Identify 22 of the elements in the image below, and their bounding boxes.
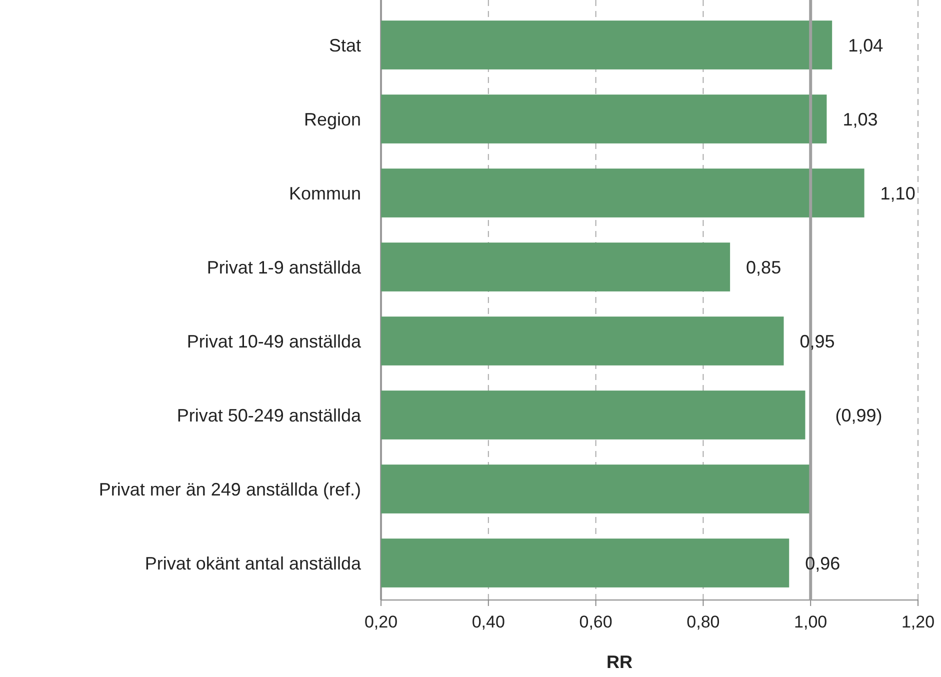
y-tick-label: Privat okänt antal anställda [144, 553, 362, 574]
y-tick-label: Privat 10-49 anställda [186, 331, 362, 352]
data-label: 1,04 [848, 35, 884, 56]
data-label: (0,99) [835, 405, 882, 426]
x-tick-label: 1,20 [901, 612, 935, 632]
x-tick-label: 0,60 [579, 612, 612, 632]
data-label: 0,96 [805, 553, 840, 574]
y-tick-label: Region [304, 109, 361, 130]
data-label: 1,03 [842, 109, 878, 130]
x-tick-label: 1,00 [794, 612, 828, 632]
y-tick-label: Stat [328, 35, 361, 56]
data-label: 1,10 [880, 183, 916, 204]
x-tick-label: 0,20 [364, 612, 398, 632]
x-axis-title: RR [606, 652, 632, 672]
x-tick-label: 0,40 [472, 612, 505, 632]
data-label: 0,95 [800, 331, 835, 352]
y-tick-label: Privat 50-249 anställda [176, 405, 362, 426]
x-tick-label: 0,80 [686, 612, 720, 632]
y-tick-label: Privat mer än 249 anställda (ref.) [98, 479, 361, 500]
data-label: 0,85 [746, 257, 782, 278]
y-tick-label: Privat 1-9 anställda [206, 257, 362, 278]
y-tick-label: Kommun [288, 183, 361, 204]
